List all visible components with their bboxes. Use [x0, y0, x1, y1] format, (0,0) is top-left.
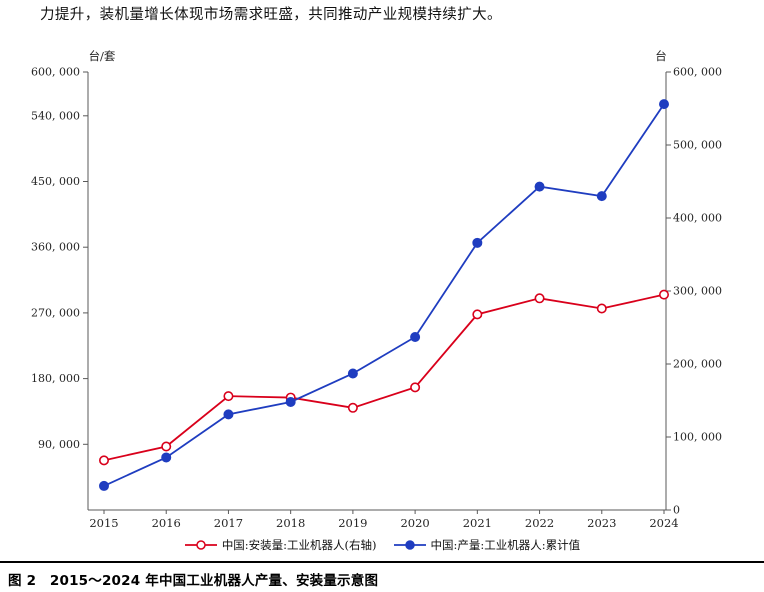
figure-caption: 图 2 2015～2024 年中国工业机器人产量、安装量示意图 — [8, 573, 379, 589]
svg-text:360, 000: 360, 000 — [31, 241, 80, 254]
legend-label-installations: 中国:安装量:工业机器人(右轴) — [221, 538, 377, 552]
caption-divider — [0, 561, 764, 563]
svg-text:300, 000: 300, 000 — [673, 285, 722, 298]
svg-text:200, 000: 200, 000 — [673, 358, 722, 371]
svg-text:600, 000: 600, 000 — [31, 66, 80, 79]
svg-text:2020: 2020 — [400, 516, 429, 530]
svg-text:600, 000: 600, 000 — [673, 66, 722, 79]
svg-text:450, 000: 450, 000 — [31, 175, 80, 188]
legend-label-production: 中国:产量:工业机器人:累计值 — [430, 538, 581, 552]
svg-text:2021: 2021 — [463, 516, 492, 530]
svg-text:台/套: 台/套 — [89, 49, 116, 63]
svg-text:2017: 2017 — [214, 516, 243, 530]
filled-circle-line-marker-icon — [393, 540, 426, 550]
svg-text:2016: 2016 — [152, 516, 181, 530]
svg-text:台: 台 — [655, 49, 667, 63]
svg-text:2015: 2015 — [89, 516, 118, 530]
svg-text:270, 000: 270, 000 — [31, 306, 80, 319]
svg-text:0: 0 — [673, 504, 680, 517]
legend-item-production: 中国:产量:工业机器人:累计值 — [393, 537, 581, 553]
svg-text:90, 000: 90, 000 — [38, 438, 80, 451]
svg-text:180, 000: 180, 000 — [31, 372, 80, 385]
paragraph-text: 力提升，装机量增长体现市场需求旺盛，共同推动产业规模持续扩大。 — [40, 7, 502, 23]
dual-axis-line-chart: 90, 000 180, 000 270, 000 360, 000 450, 000 5… — [31, 49, 722, 530]
svg-text:2023: 2023 — [587, 516, 616, 530]
svg-text:2018: 2018 — [276, 516, 305, 530]
svg-text:500, 000: 500, 000 — [673, 139, 722, 152]
svg-text:100, 000: 100, 000 — [673, 431, 722, 444]
open-circle-line-marker-icon — [184, 540, 217, 550]
svg-text:2022: 2022 — [525, 516, 554, 530]
chart-legend: 中国:安装量:工业机器人(右轴) 中国:产量:工业机器人:累计值 — [0, 537, 764, 553]
legend-item-installations: 中国:安装量:工业机器人(右轴) — [184, 537, 377, 553]
svg-text:400, 000: 400, 000 — [673, 212, 722, 225]
svg-text:2019: 2019 — [338, 516, 367, 530]
svg-text:540, 000: 540, 000 — [31, 109, 80, 122]
svg-text:2024: 2024 — [649, 516, 678, 530]
